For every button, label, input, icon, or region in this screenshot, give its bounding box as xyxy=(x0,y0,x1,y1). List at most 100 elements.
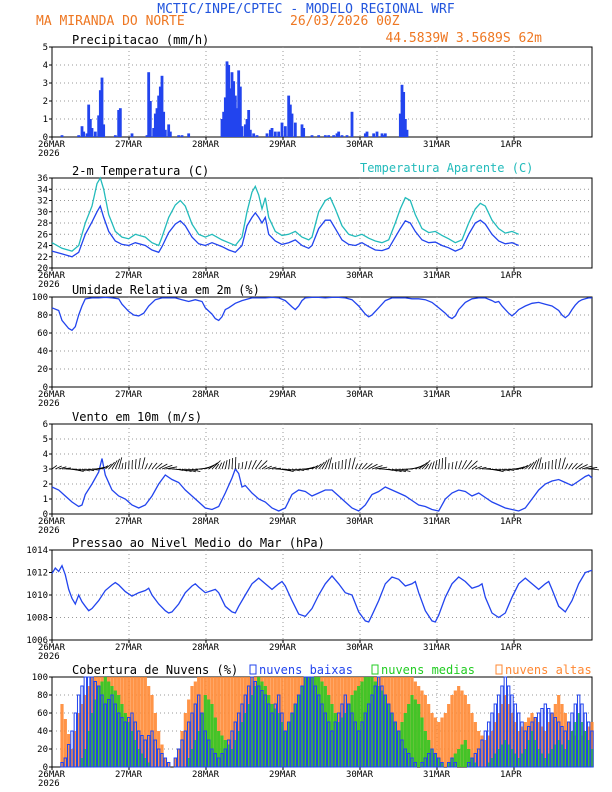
precip-bar xyxy=(225,61,229,137)
cloud-bar-mid xyxy=(87,731,91,767)
precip-bar xyxy=(268,129,272,137)
wind-arrow xyxy=(228,459,231,470)
cloud-bar-low xyxy=(123,721,128,768)
humidity-series-line xyxy=(51,296,592,332)
wind-arrow xyxy=(161,464,173,470)
cloud-bar-low xyxy=(353,721,358,768)
cloud-bar-low xyxy=(153,739,158,768)
temperature-legend-label: Temperatura Aparente (C) xyxy=(360,161,533,175)
cloud-bar-mid xyxy=(337,722,341,767)
wind-arrow xyxy=(205,464,215,470)
cloud-bar-low xyxy=(330,730,334,768)
cloud-bar-low xyxy=(93,681,98,768)
cloud-bar-mid xyxy=(517,758,521,767)
temperature-frame xyxy=(51,177,593,269)
precip-frame xyxy=(51,46,593,138)
wind-arrow xyxy=(221,461,225,470)
temperature-ytick-label: 26 xyxy=(37,230,48,240)
wind-arrow xyxy=(388,468,398,472)
precip-xtick-year: 2026 xyxy=(38,149,60,159)
cloud-bar-mid xyxy=(333,713,337,767)
wind-xtick-year: 2026 xyxy=(38,526,60,536)
wind-arrow xyxy=(255,459,263,470)
cloud-bar-mid xyxy=(350,695,354,767)
cloud-bar-mid xyxy=(220,735,224,767)
pressure-xtick-label: 28MAR xyxy=(192,643,220,653)
cloud-bar-mid xyxy=(290,713,294,767)
cloud-bar-high xyxy=(147,686,151,767)
precip-bar xyxy=(230,72,234,137)
precip-bar xyxy=(163,129,167,137)
cloud-bar-mid xyxy=(127,722,131,767)
wind-arrow xyxy=(505,468,515,471)
precip-bar xyxy=(310,135,314,137)
cloud-bar-high xyxy=(473,722,477,767)
cloud-bar-mid xyxy=(360,681,364,767)
cloud-bar-mid xyxy=(567,740,571,767)
wind-arrow xyxy=(328,457,332,470)
cloud-bar-low xyxy=(190,712,194,768)
cloud-bar-low xyxy=(113,703,118,768)
cloud-bar-low xyxy=(466,762,471,768)
cloud-bar-mid xyxy=(410,695,414,767)
wind-arrow xyxy=(351,457,356,470)
cloud-bar-low xyxy=(276,694,281,768)
precip-bar xyxy=(287,95,291,137)
cloud-bar-mid xyxy=(270,704,274,767)
cloud-bar-mid xyxy=(223,740,227,767)
cloud-bar-low xyxy=(180,739,184,768)
cloud-bar-low xyxy=(120,717,124,768)
wind-arrow xyxy=(564,463,569,470)
cloud-bar-low xyxy=(280,712,284,768)
wind-arrow xyxy=(558,458,562,470)
wind-arrow xyxy=(541,462,544,470)
cloud-bar-mid xyxy=(463,740,467,767)
precip-bar xyxy=(222,111,226,137)
precip-bar xyxy=(337,131,341,137)
wind-ytick-label: 3 xyxy=(43,465,48,475)
precip-xtick-label: 29MAR xyxy=(269,140,297,150)
cloud-bar-high xyxy=(470,713,474,767)
precip-bar xyxy=(85,133,89,137)
wind-arrow xyxy=(288,468,296,472)
cloud-bar-mid xyxy=(423,731,427,767)
cloud-legend-label: nuvens baixas xyxy=(259,663,353,677)
wind-arrow xyxy=(458,460,463,470)
cloud-bar-mid xyxy=(217,731,221,767)
precip-bar xyxy=(350,111,354,137)
cloud-bar-mid xyxy=(507,744,511,767)
precip-bar xyxy=(82,131,86,137)
wind-arrow xyxy=(451,462,454,470)
cloud-bar-high xyxy=(560,704,564,767)
precip-bar xyxy=(280,122,284,137)
pressure-ytick-label: 1006 xyxy=(26,636,48,646)
humidity-ytick-label: 60 xyxy=(37,329,48,339)
cloud-bar-low xyxy=(383,694,388,768)
pressure-xtick-label: 27MAR xyxy=(115,643,143,653)
cloud-bar-low xyxy=(243,694,248,768)
cloud-bar-low xyxy=(350,712,354,768)
wind-arrow xyxy=(591,468,599,471)
cloud-bar-high xyxy=(237,677,241,767)
cloud-bar-mid xyxy=(320,681,324,767)
cloud-bar-mid xyxy=(377,686,381,767)
cloud-bar-mid xyxy=(140,753,144,767)
wind-arrow xyxy=(518,466,525,470)
cloud-bar-mid xyxy=(250,695,254,767)
cloud-bar-low xyxy=(293,703,298,768)
cloud-bar-low xyxy=(333,721,338,768)
wind-arrow xyxy=(281,468,294,473)
precip-bar xyxy=(113,135,117,137)
cloud-bar-low xyxy=(143,739,148,768)
precip-bar xyxy=(238,86,242,137)
pressure-series-line xyxy=(51,564,593,623)
precip-bar xyxy=(273,131,277,137)
cloud-bar-low xyxy=(316,694,321,768)
cloud-bar-low xyxy=(470,757,474,768)
cloud-bar-high xyxy=(160,744,164,767)
cloud-bar-mid xyxy=(340,717,344,767)
pressure-xtick-label: 29MAR xyxy=(269,643,297,653)
cloud-bar-mid xyxy=(107,681,111,767)
